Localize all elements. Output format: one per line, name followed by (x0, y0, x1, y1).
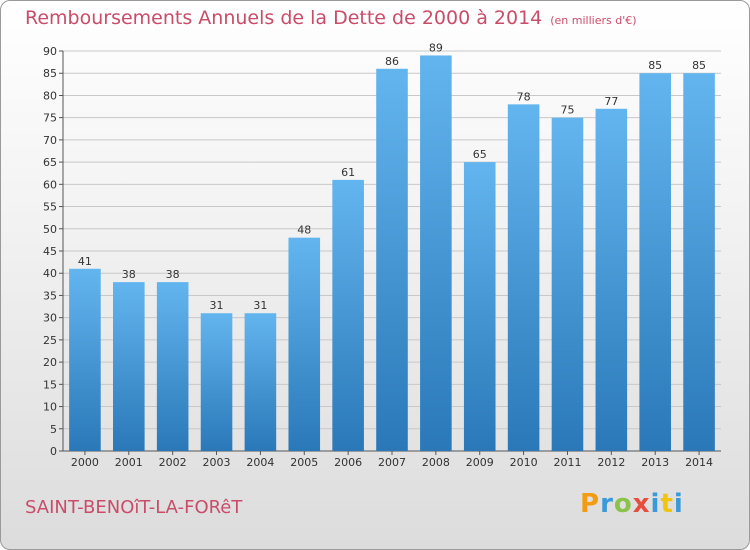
bar (463, 162, 496, 451)
x-tick-label: 2005 (290, 456, 318, 469)
y-tick-label: 20 (43, 356, 57, 369)
y-tick-label: 75 (43, 112, 57, 125)
data-label: 61 (341, 166, 355, 179)
data-label: 31 (253, 299, 267, 312)
bar (507, 104, 540, 451)
x-tick-label: 2011 (553, 456, 581, 469)
y-tick-label: 50 (43, 223, 57, 236)
y-tick-label: 90 (43, 45, 57, 58)
x-tick-label: 2006 (334, 456, 362, 469)
data-label: 75 (560, 104, 574, 117)
x-tick-label: 2014 (685, 456, 713, 469)
brand-letter: P (580, 489, 601, 519)
y-tick-label: 35 (43, 289, 57, 302)
bar (200, 313, 233, 451)
data-label: 38 (122, 268, 136, 281)
x-tick-label: 2009 (466, 456, 494, 469)
x-tick-label: 2000 (71, 456, 99, 469)
brand-logo: Proxiti (580, 489, 684, 519)
brand-letter: i (650, 489, 661, 519)
brand-letter: r (600, 489, 614, 519)
bar (113, 282, 145, 451)
x-tick-label: 2003 (203, 456, 231, 469)
x-tick-label: 2004 (246, 456, 274, 469)
bar (244, 313, 277, 451)
bar (376, 68, 408, 452)
x-tick-label: 2002 (159, 456, 187, 469)
data-label: 85 (648, 59, 662, 72)
y-tick-label: 30 (43, 312, 57, 325)
bar (683, 73, 715, 451)
data-label: 48 (297, 224, 311, 237)
y-tick-label: 40 (43, 267, 57, 280)
brand-letter: x (632, 489, 651, 519)
chart-unit: (en milliers d'€) (550, 14, 637, 27)
x-tick-label: 2001 (115, 456, 143, 469)
brand-letter: i (673, 489, 684, 519)
y-tick-label: 65 (43, 156, 57, 169)
data-label: 78 (517, 90, 531, 103)
x-tick-label: 2007 (378, 456, 406, 469)
brand-letter: t (660, 489, 674, 519)
x-tick-label: 2013 (641, 456, 669, 469)
data-label: 41 (78, 255, 92, 268)
data-label: 38 (166, 268, 180, 281)
bar (288, 237, 321, 451)
bar (156, 282, 189, 451)
y-tick-label: 70 (43, 134, 57, 147)
bar (69, 268, 101, 451)
y-tick-label: 10 (43, 401, 57, 414)
y-tick-label: 45 (43, 245, 57, 258)
data-label: 31 (210, 299, 224, 312)
data-label: 65 (473, 148, 487, 161)
brand-letter: o (613, 489, 633, 519)
y-tick-label: 55 (43, 201, 57, 214)
y-tick-label: 5 (50, 423, 57, 436)
x-tick-label: 2010 (510, 456, 538, 469)
town-name: SAINT-BENOîT-LA-FORêT (25, 497, 243, 518)
bars (69, 55, 715, 452)
y-tick-label: 60 (43, 178, 57, 191)
labels: 0 5 10 15 20 25 30 35 40 45 50 55 60 65 70 75 80 85 90 41 20… (43, 41, 713, 469)
chart-title-main: Remboursements Annuels de la Dette de 20… (25, 7, 543, 29)
data-label: 85 (692, 59, 706, 72)
bar (595, 108, 628, 452)
data-label: 77 (604, 95, 618, 108)
y-tick-label: 85 (43, 67, 57, 80)
bar (639, 73, 671, 451)
bar (332, 179, 364, 451)
y-tick-label: 80 (43, 89, 57, 102)
x-tick-label: 2012 (597, 456, 625, 469)
bar (420, 55, 452, 451)
y-tick-label: 15 (43, 378, 57, 391)
y-tick-label: 0 (50, 445, 57, 458)
chart-title: Remboursements Annuels de la Dette de 20… (25, 7, 637, 29)
data-label: 89 (429, 41, 443, 54)
y-tick-label: 25 (43, 334, 57, 347)
data-label: 86 (385, 55, 399, 68)
x-tick-label: 2008 (422, 456, 450, 469)
bar (551, 117, 584, 452)
